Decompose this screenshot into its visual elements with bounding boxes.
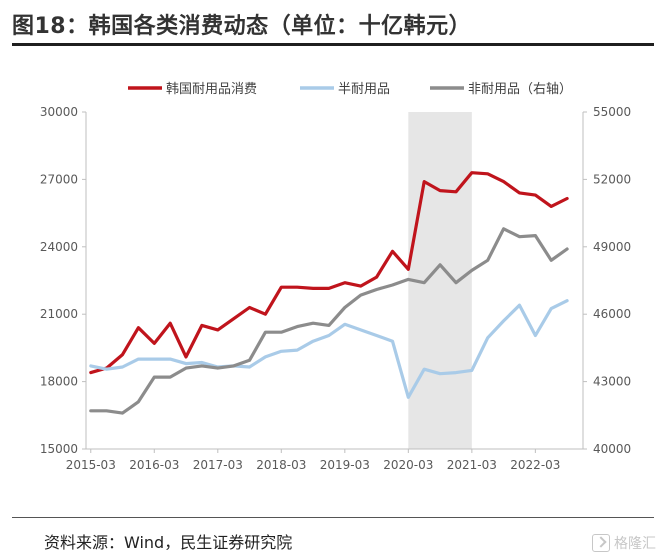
series-line-0 bbox=[89, 171, 569, 375]
right-tick-label: 46000 bbox=[593, 307, 631, 321]
series-line-2 bbox=[89, 227, 569, 415]
right-tick-label: 49000 bbox=[593, 240, 631, 254]
footer-divider bbox=[12, 517, 654, 518]
x-tick-label: 2018-03 bbox=[256, 458, 306, 472]
legend-label-0: 韩国耐用品消费 bbox=[166, 82, 257, 97]
x-tick-label: 2020-03 bbox=[383, 458, 433, 472]
x-tick-label: 2022-03 bbox=[510, 458, 560, 472]
right-tick-label: 40000 bbox=[593, 442, 631, 456]
left-tick-label: 24000 bbox=[40, 240, 78, 254]
watermark-text: 格隆汇 bbox=[614, 536, 656, 552]
x-tick-label: 2019-03 bbox=[320, 458, 370, 472]
x-tick-label: 2015-03 bbox=[66, 458, 116, 472]
right-tick-label: 55000 bbox=[593, 105, 631, 119]
title-divider bbox=[12, 43, 654, 46]
x-tick-label: 2016-03 bbox=[129, 458, 179, 472]
source-note: 资料来源：Wind，民生证券研究院 bbox=[44, 533, 293, 552]
right-tick-label: 43000 bbox=[593, 375, 631, 389]
left-tick-label: 21000 bbox=[40, 307, 78, 321]
left-tick-label: 15000 bbox=[40, 442, 78, 456]
watermark-logo-icon bbox=[592, 534, 610, 552]
legend-label-2: 非耐用品（右轴） bbox=[468, 82, 572, 97]
x-tick-label: 2021-03 bbox=[447, 458, 497, 472]
x-tick-label: 2017-03 bbox=[193, 458, 243, 472]
left-tick-label: 18000 bbox=[40, 375, 78, 389]
left-tick-label: 30000 bbox=[40, 105, 78, 119]
left-tick-label: 27000 bbox=[40, 172, 78, 186]
watermark: 格隆汇 bbox=[592, 533, 656, 553]
right-tick-label: 52000 bbox=[593, 172, 631, 186]
series-line-1 bbox=[89, 299, 569, 399]
page-title: 图18：韩国各类消费动态（单位：十亿韩元） bbox=[12, 14, 472, 39]
legend-label-1: 半耐用品 bbox=[338, 82, 390, 97]
